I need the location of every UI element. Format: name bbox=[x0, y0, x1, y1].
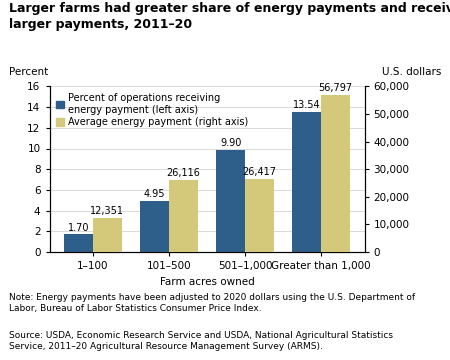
Bar bbox=[292, 112, 321, 252]
Text: 12,351: 12,351 bbox=[90, 206, 124, 216]
Legend: Percent of operations receiving
energy payment (left axis), Average energy payme: Percent of operations receiving energy p… bbox=[54, 91, 250, 129]
Text: Note: Energy payments have been adjusted to 2020 dollars using the U.S. Departme: Note: Energy payments have been adjusted… bbox=[9, 293, 415, 313]
Text: U.S. dollars: U.S. dollars bbox=[382, 67, 441, 77]
Bar bbox=[140, 201, 169, 252]
Text: 4.95: 4.95 bbox=[144, 189, 165, 199]
Bar bbox=[169, 180, 198, 252]
Text: Source: USDA, Economic Research Service and USDA, National Agricultural Statisti: Source: USDA, Economic Research Service … bbox=[9, 331, 393, 351]
Text: 26,116: 26,116 bbox=[166, 168, 200, 178]
Text: 26,417: 26,417 bbox=[243, 167, 277, 177]
Text: 13.54: 13.54 bbox=[293, 100, 320, 110]
Bar bbox=[93, 218, 122, 252]
Bar bbox=[245, 179, 274, 252]
Text: 56,797: 56,797 bbox=[319, 83, 353, 93]
Bar bbox=[64, 234, 93, 252]
Bar bbox=[321, 95, 350, 252]
Text: Larger farms had greater share of energy payments and received
larger payments, : Larger farms had greater share of energy… bbox=[9, 2, 450, 31]
Text: 1.70: 1.70 bbox=[68, 223, 89, 233]
Text: Percent: Percent bbox=[9, 67, 48, 77]
Text: 9.90: 9.90 bbox=[220, 138, 241, 148]
Bar bbox=[216, 149, 245, 252]
X-axis label: Farm acres owned: Farm acres owned bbox=[160, 276, 254, 287]
